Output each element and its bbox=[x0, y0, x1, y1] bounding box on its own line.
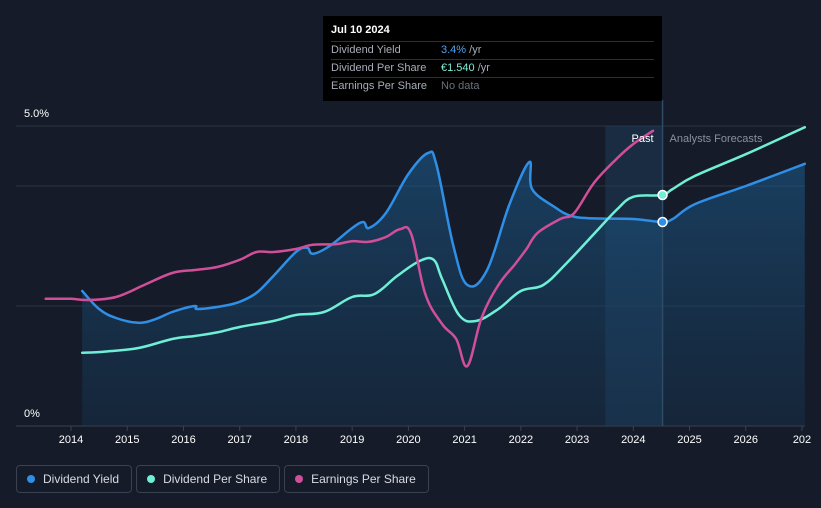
tooltip-label: Earnings Per Share bbox=[331, 80, 427, 92]
earnings-per-share-line bbox=[44, 129, 655, 368]
legend-dividend-per-share[interactable]: Dividend Per Share bbox=[136, 465, 281, 493]
x-tick-label: 2021 bbox=[452, 434, 476, 446]
y-tick-label-bottom: 0% bbox=[24, 408, 40, 420]
tooltip-row-earnings-per-share: Earnings Per Share No data bbox=[331, 77, 654, 95]
tooltip-value: No data bbox=[441, 80, 480, 92]
tooltip-row-dividend-yield: Dividend Yield 3.4% /yr bbox=[331, 41, 654, 59]
x-tick-label: 2022 bbox=[509, 434, 533, 446]
x-tick-label: 2020 bbox=[396, 434, 420, 446]
legend-dot-icon bbox=[295, 475, 304, 483]
x-tick-label: 2026 bbox=[734, 434, 758, 446]
x-tick-label: 202 bbox=[793, 434, 811, 446]
x-axis-ticks: 2014 2015 2016 2017 2018 2019 2020 2021 2022 2023… bbox=[59, 426, 811, 446]
legend-dot-icon bbox=[27, 475, 35, 483]
tooltip-unit: /yr bbox=[466, 44, 482, 56]
series-lines bbox=[44, 125, 807, 368]
x-tick-label: 2023 bbox=[565, 434, 589, 446]
legend-label: Dividend Per Share bbox=[163, 472, 268, 486]
chart-tooltip: Jul 10 2024 Dividend Yield 3.4% /yr Divi… bbox=[323, 16, 662, 101]
x-tick-label: 2017 bbox=[227, 434, 251, 446]
dividend-yield-marker[interactable] bbox=[657, 216, 668, 228]
x-tick-label: 2015 bbox=[115, 434, 139, 446]
x-tick-label: 2019 bbox=[340, 434, 364, 446]
current-markers bbox=[657, 189, 668, 228]
legend-label: Dividend Yield bbox=[43, 472, 120, 486]
dividend-yield-fill bbox=[82, 151, 805, 427]
tooltip-value: €1.540 bbox=[441, 62, 475, 74]
tooltip-row-dividend-per-share: Dividend Per Share €1.540 /yr bbox=[331, 59, 654, 77]
dividend-yield-area bbox=[82, 151, 805, 427]
x-tick-label: 2018 bbox=[284, 434, 308, 446]
dividend-per-share-marker[interactable] bbox=[657, 189, 668, 201]
tooltip-label: Dividend Per Share bbox=[331, 62, 427, 74]
x-tick-label: 2024 bbox=[621, 434, 645, 446]
tooltip-date: Jul 10 2024 bbox=[331, 24, 390, 36]
tooltip-unit: /yr bbox=[474, 62, 490, 74]
analysts-forecasts-label: Analysts Forecasts bbox=[670, 133, 763, 145]
legend-dividend-yield[interactable]: Dividend Yield bbox=[16, 465, 133, 493]
legend-label: Earnings Per Share bbox=[311, 472, 416, 486]
legend-earnings-per-share[interactable]: Earnings Per Share bbox=[284, 465, 429, 493]
y-axis-ticks: 5.0% 0% bbox=[24, 108, 49, 420]
past-label: Past bbox=[632, 133, 654, 145]
x-tick-label: 2016 bbox=[171, 434, 195, 446]
tooltip-label: Dividend Yield bbox=[331, 44, 401, 56]
x-tick-label: 2025 bbox=[677, 434, 701, 446]
y-tick-label-top: 5.0% bbox=[24, 108, 49, 120]
chart-legend: Dividend Yield Dividend Per Share Earnin… bbox=[16, 465, 429, 493]
dividend-per-share-line bbox=[80, 125, 807, 355]
x-tick-label: 2014 bbox=[59, 434, 83, 446]
dividend-yield-line bbox=[80, 150, 807, 325]
tooltip-value: 3.4% bbox=[441, 44, 467, 56]
legend-dot-icon bbox=[147, 475, 156, 483]
